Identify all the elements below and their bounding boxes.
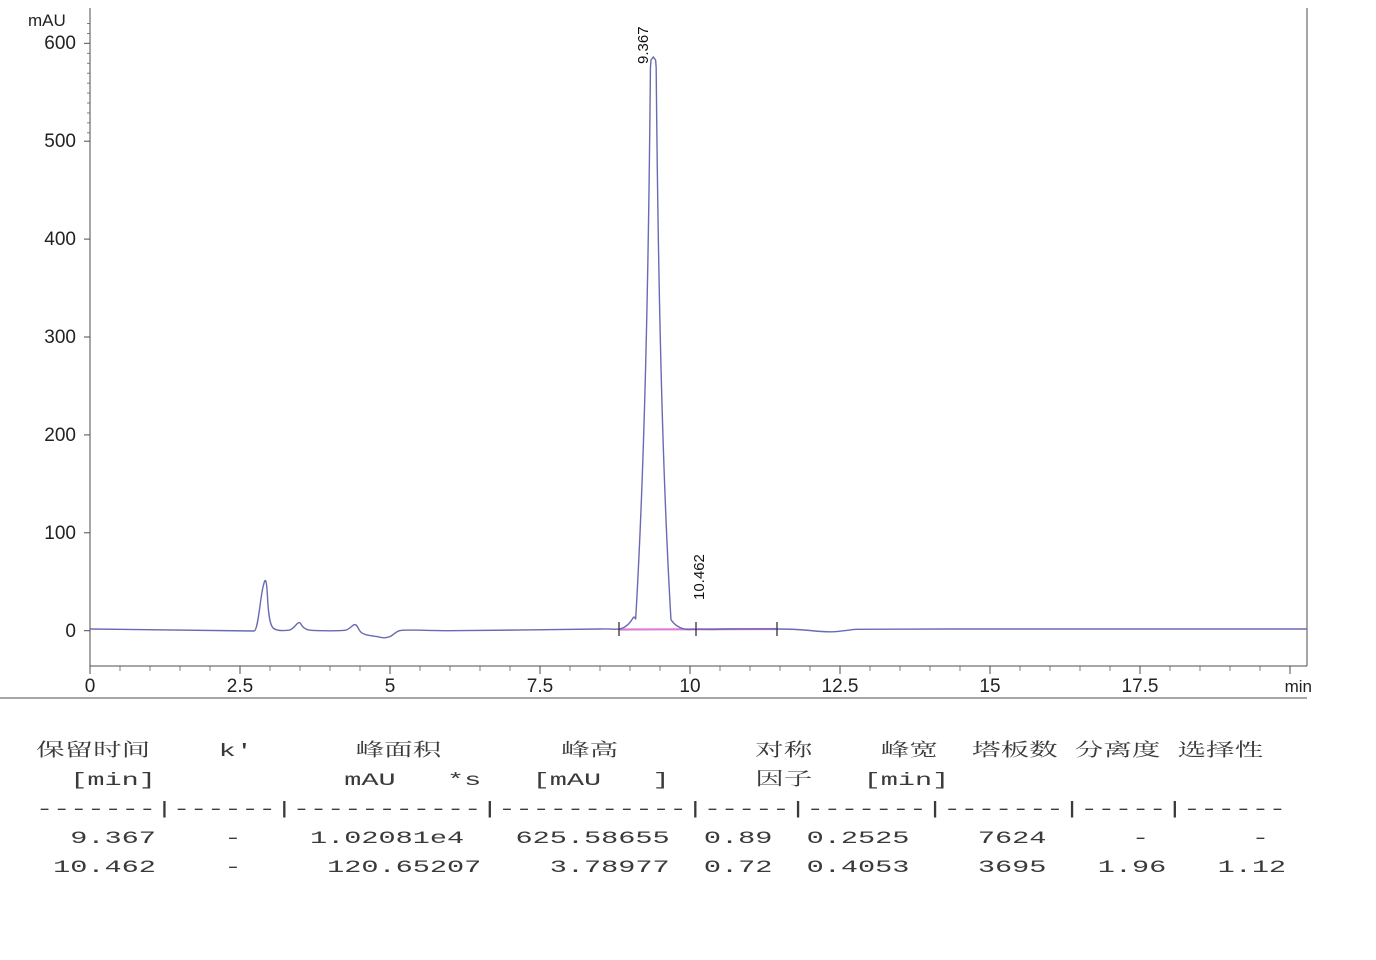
svg-text:200: 200 [44,425,76,446]
svg-text:10.462: 10.462 [691,554,708,600]
svg-text:10: 10 [679,676,700,697]
svg-text:500: 500 [44,131,76,152]
svg-text:300: 300 [44,327,76,348]
svg-text:17.5: 17.5 [1122,676,1159,697]
svg-text:7.5: 7.5 [527,676,553,697]
svg-text:15: 15 [979,676,1000,697]
svg-text:9.367: 9.367 [635,26,652,64]
svg-text:mAU: mAU [28,11,66,30]
svg-text:12.5: 12.5 [822,676,859,697]
svg-text:min: min [1285,677,1312,696]
svg-text:600: 600 [44,33,76,54]
svg-text:100: 100 [44,523,76,544]
svg-text:0: 0 [65,621,76,642]
svg-text:400: 400 [44,229,76,250]
svg-text:5: 5 [385,676,396,697]
svg-text:2.5: 2.5 [227,676,253,697]
svg-text:0: 0 [85,676,96,697]
